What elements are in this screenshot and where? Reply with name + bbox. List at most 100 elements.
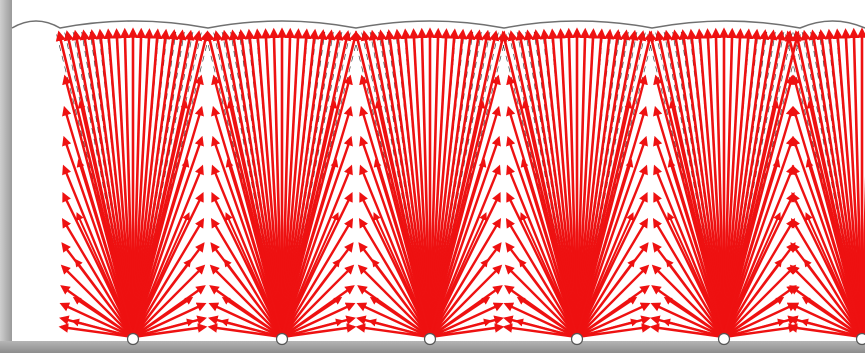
field-arrow — [429, 264, 503, 338]
field-arrow — [280, 74, 353, 338]
field-arrow — [547, 28, 579, 338]
field-arrows — [55, 27, 865, 339]
field-arrow — [576, 315, 651, 339]
field-arrow — [653, 105, 726, 338]
field-arrow — [77, 100, 134, 338]
field-arrow — [722, 28, 746, 338]
field-arrow — [103, 28, 135, 338]
field-arrow — [358, 217, 432, 338]
field-arrow — [694, 28, 726, 338]
field-arrow — [62, 74, 135, 338]
field-arrow — [575, 217, 649, 338]
field-arrow — [722, 74, 795, 338]
field-arrow — [62, 192, 135, 338]
field-arrow — [62, 105, 135, 338]
field-arrow — [119, 27, 135, 338]
field-arrow — [211, 192, 284, 338]
field-arrow — [575, 28, 607, 338]
field-arrow — [131, 28, 155, 338]
sources — [126, 332, 865, 346]
field-arrow — [71, 29, 135, 338]
field-arrow — [504, 285, 578, 338]
field-arrow — [653, 192, 726, 338]
field-arrow — [723, 100, 780, 338]
field-arrow — [428, 27, 444, 338]
field-arrow — [651, 285, 725, 338]
field-arrow — [505, 217, 579, 338]
field-arrow — [575, 135, 648, 338]
field-arrow — [576, 302, 651, 339]
field-arrow — [209, 264, 283, 338]
field-arrow — [61, 217, 135, 338]
field-arrow — [281, 242, 354, 338]
field-arrow — [791, 135, 864, 338]
field-arrow — [722, 192, 795, 338]
field-arrow — [860, 27, 865, 338]
field-arrow — [376, 29, 432, 338]
field-arrow — [722, 164, 795, 338]
field-arrow — [662, 29, 726, 338]
field-arrow — [252, 28, 284, 338]
field-arrow — [58, 323, 134, 339]
field-arrow — [790, 217, 864, 338]
field-arrow — [374, 100, 431, 338]
field-arrow — [428, 164, 501, 338]
field-arrow — [281, 302, 356, 339]
source-point — [275, 332, 289, 346]
field-arrow — [210, 242, 283, 338]
field-arrow — [428, 192, 501, 338]
field-arrow — [359, 192, 432, 338]
field-arrow — [211, 135, 284, 338]
field-arrow — [506, 192, 579, 338]
field-arrow — [59, 315, 134, 339]
field-arrow — [429, 242, 502, 338]
field-arrow — [575, 29, 631, 338]
field-arrow — [722, 29, 778, 338]
field-arrow — [280, 28, 304, 338]
field-arrow — [131, 192, 204, 338]
source-point — [423, 332, 437, 346]
field-arrow — [268, 27, 284, 338]
field-arrow — [429, 302, 504, 339]
field-arrow — [791, 192, 864, 338]
field-arrow — [280, 135, 353, 338]
field-arrow — [428, 135, 501, 338]
field-arrow — [575, 28, 615, 338]
field-arrow — [791, 74, 864, 338]
field-arrow — [505, 242, 578, 338]
field-arrow — [503, 315, 578, 339]
field-arrow — [210, 217, 284, 338]
field-arrow — [722, 27, 738, 338]
field-arrow — [722, 28, 762, 338]
field-arrow — [521, 100, 578, 338]
field-arrow — [787, 323, 863, 339]
field-arrow — [824, 28, 864, 338]
field-arrow — [132, 323, 208, 339]
field-arrow — [131, 217, 205, 338]
field-arrow — [816, 29, 864, 338]
field-arrow — [575, 29, 639, 338]
field-arrow — [504, 264, 578, 338]
field-arrow — [668, 100, 725, 338]
field-arrow — [650, 302, 725, 339]
field-arrow — [60, 285, 134, 338]
field-arrow — [848, 27, 864, 338]
field-arrow — [428, 29, 484, 338]
field-arrow — [280, 105, 353, 338]
field-arrow — [649, 323, 725, 339]
field-arrow — [400, 28, 432, 338]
field-arrow — [670, 29, 726, 338]
field-arrow — [575, 74, 648, 338]
field-arrow — [576, 100, 633, 338]
top-boundary — [11, 20, 865, 29]
field-arrow — [723, 285, 797, 338]
field-arrow — [788, 302, 863, 339]
field-arrow — [132, 100, 189, 338]
field-arrow — [723, 302, 798, 339]
field-arrow — [502, 323, 578, 339]
field-arrow — [576, 285, 650, 338]
field-arrow — [506, 164, 579, 338]
field-arrow — [429, 100, 486, 338]
field-arrow — [131, 164, 204, 338]
field-arrow — [95, 28, 135, 338]
